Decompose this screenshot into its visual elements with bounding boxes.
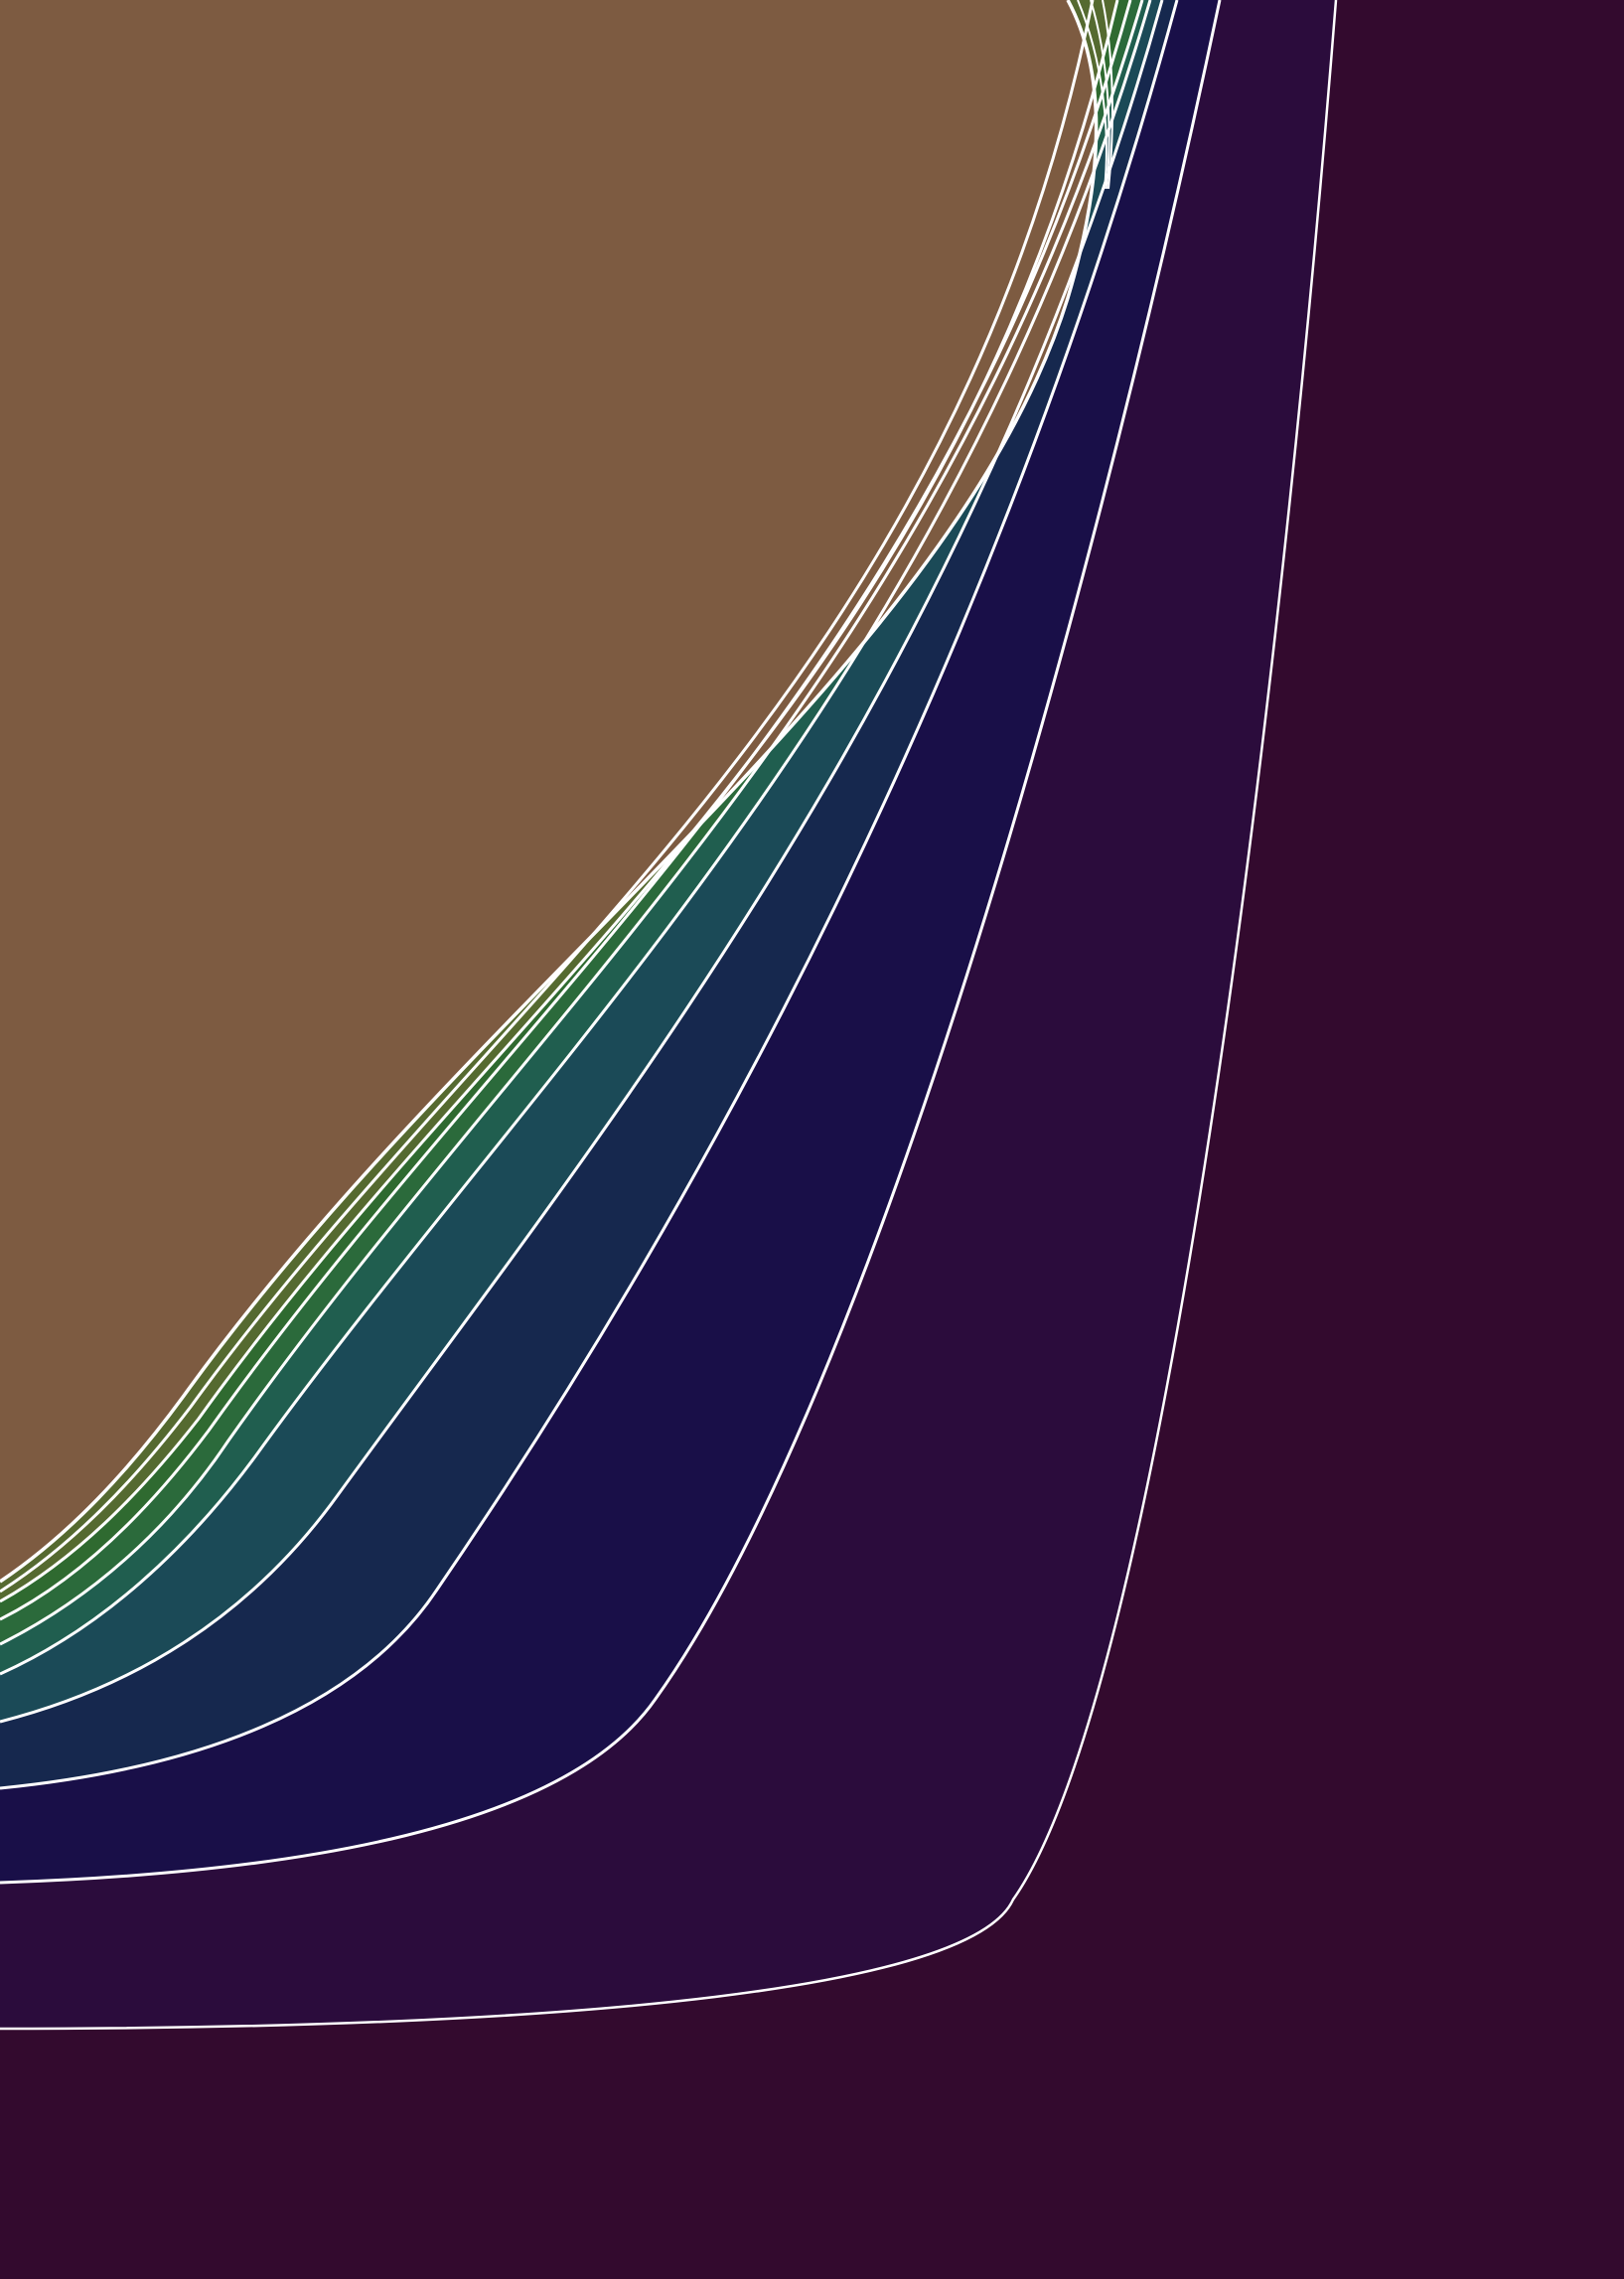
contour-core: [0, 0, 1097, 1582]
contour-fan-line-2: [1090, 0, 1110, 190]
contour-fan-line-3: [1102, 0, 1113, 190]
contour-line-10: [0, 0, 1099, 1584]
contour-line-8: [0, 0, 1119, 1603]
contour-line-2: [0, 0, 1222, 1885]
contour-line-1: [0, 0, 1338, 2031]
contour-lines: [0, 0, 1338, 2031]
contour-line-5: [0, 0, 1152, 1676]
contour-line-3: [0, 0, 1179, 1790]
contour-line-9: [0, 0, 1095, 1594]
contour-line-6: [0, 0, 1144, 1646]
contour-fan-line-1: [1077, 0, 1107, 190]
